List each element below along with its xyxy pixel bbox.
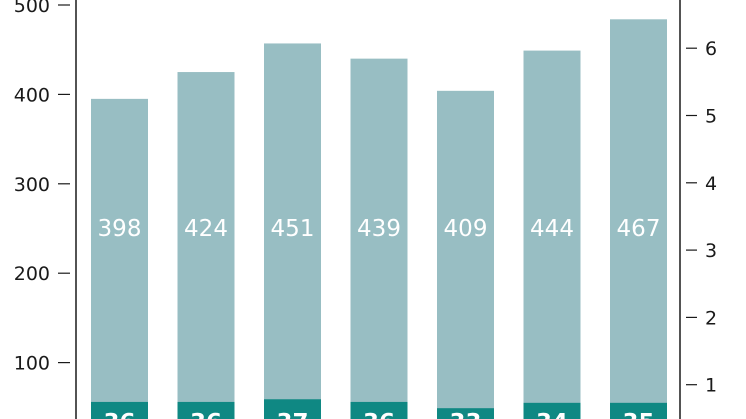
bar-value-label: 444	[530, 216, 574, 242]
bar-value-label: 451	[271, 216, 315, 242]
bar-value-label: 424	[184, 216, 228, 242]
bar-value-label: 398	[98, 216, 142, 242]
bar	[264, 43, 321, 419]
right-tick-label: 2	[705, 307, 717, 329]
right-tick-label: 6	[705, 38, 717, 60]
small-bar-value-label: 36	[103, 410, 135, 419]
left-tick-label: 300	[14, 174, 50, 196]
bars: 398 36 424 36 451 37 439 36 409 33 444 34 467 35	[91, 19, 667, 419]
bar	[91, 98, 148, 419]
small-bar-value-label: 35	[622, 410, 654, 419]
left-tick-label: 500	[14, 0, 50, 17]
bar	[610, 19, 667, 419]
right-axis: 1 2 3 4 5 6	[686, 38, 717, 397]
bar	[523, 50, 581, 419]
bar	[177, 72, 235, 419]
right-tick-label: 5	[705, 106, 717, 128]
bar-value-label: 467	[617, 216, 661, 242]
small-bar-value-label: 33	[449, 410, 481, 419]
bar-value-label: 409	[444, 216, 488, 242]
left-tick-label: 200	[14, 263, 50, 285]
right-tick-label: 4	[705, 173, 717, 195]
small-bar	[91, 401, 148, 419]
left-axis: 100 200 300 400 500	[14, 0, 70, 375]
left-tick-label: 100	[14, 353, 50, 375]
small-bar	[177, 401, 235, 419]
small-bar	[437, 408, 494, 419]
bar	[350, 58, 408, 419]
small-bar-value-label: 34	[536, 410, 568, 419]
bar	[437, 90, 494, 419]
small-bar	[350, 401, 408, 419]
right-tick-label: 3	[705, 240, 717, 262]
small-bar	[264, 399, 321, 419]
small-bar-value-label: 36	[190, 410, 222, 419]
small-bar-value-label: 36	[363, 410, 395, 419]
small-bar	[610, 402, 667, 419]
left-tick-label: 400	[14, 84, 50, 106]
small-bar	[523, 402, 581, 419]
small-bar-value-label: 37	[276, 410, 308, 419]
right-tick-label: 1	[705, 375, 717, 397]
bar-value-label: 439	[357, 216, 401, 242]
